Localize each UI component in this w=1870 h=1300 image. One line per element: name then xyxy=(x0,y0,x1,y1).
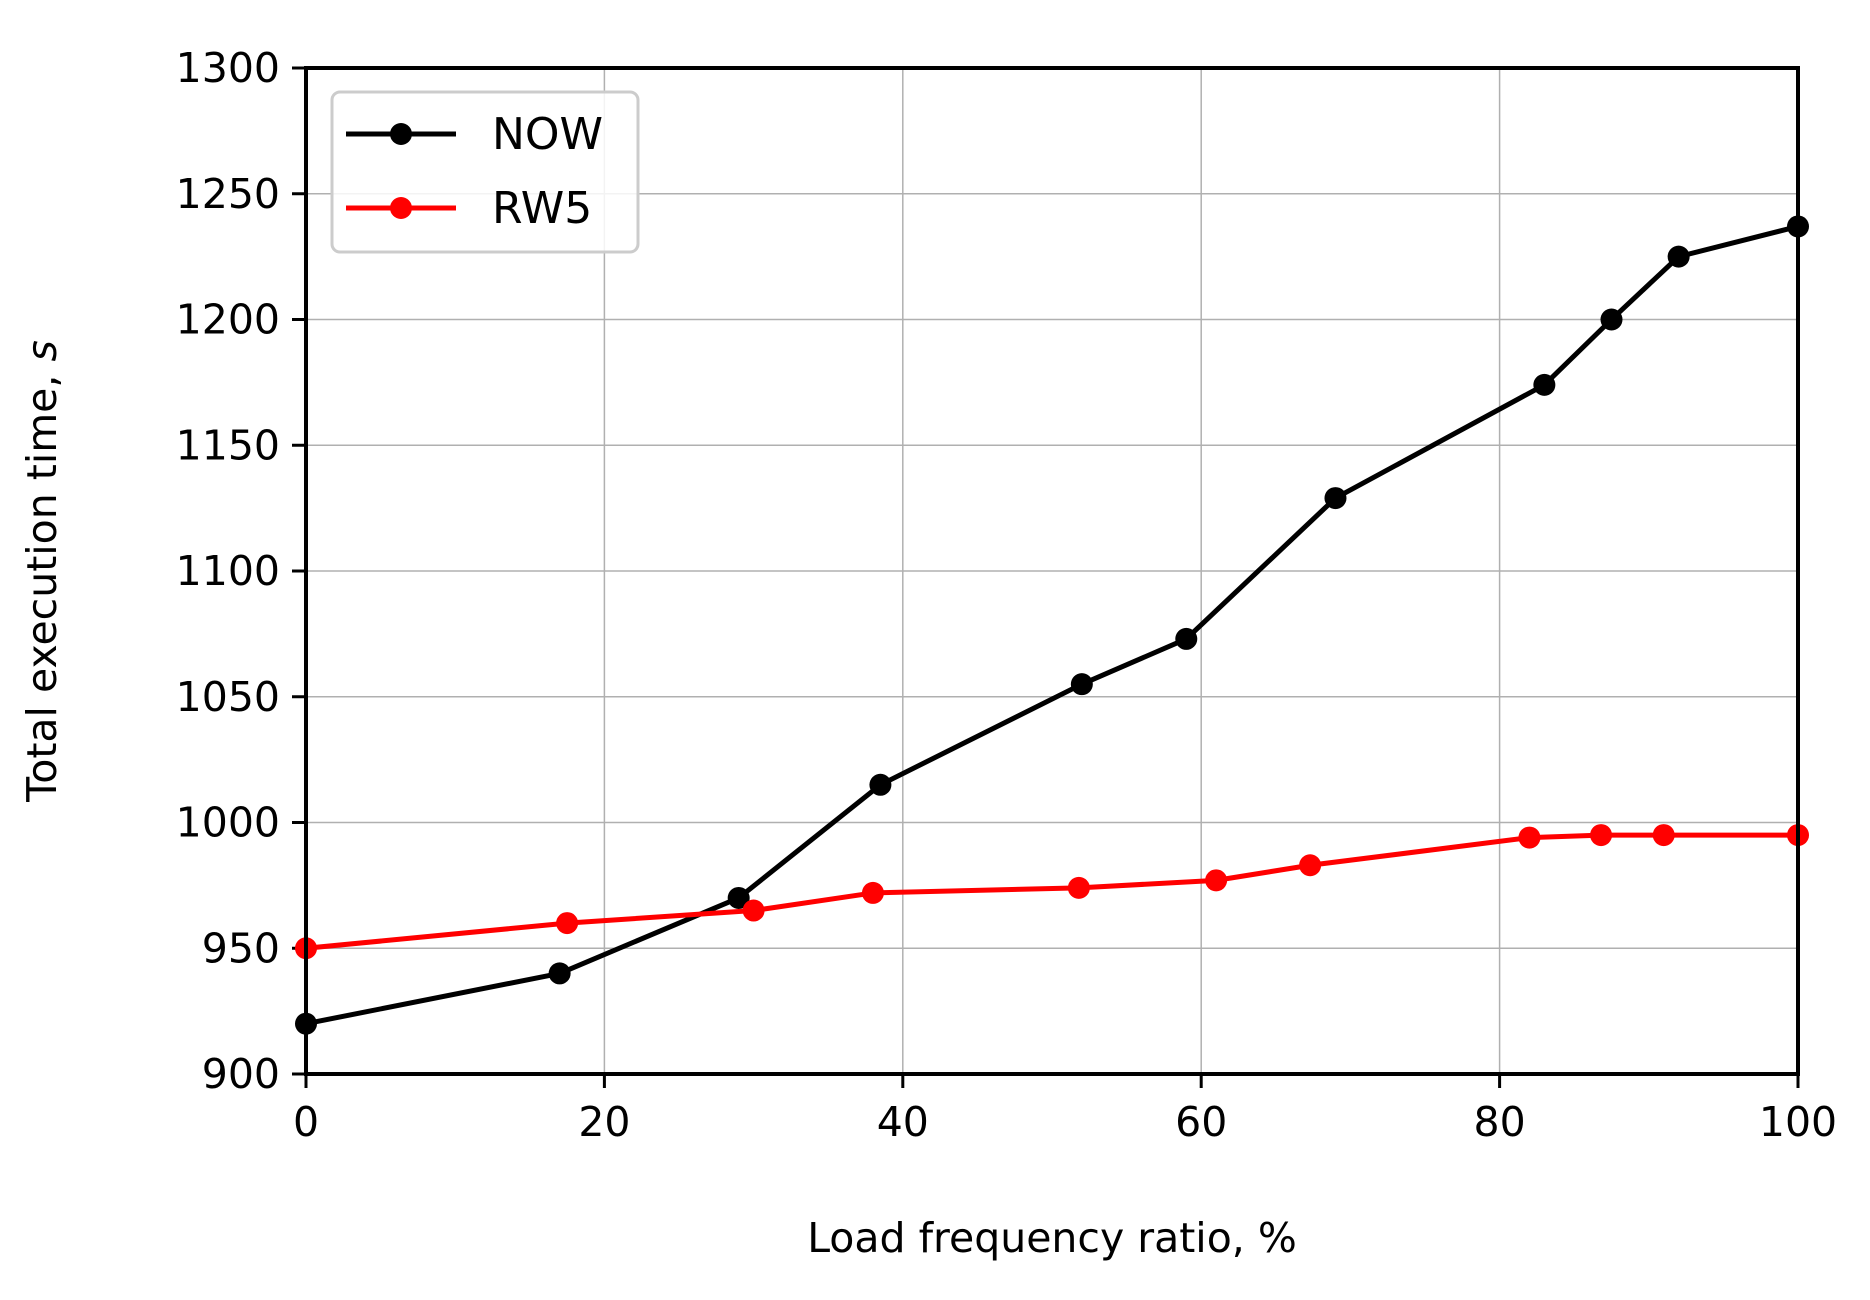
data-point xyxy=(727,886,750,909)
series-rw5 xyxy=(295,824,1809,960)
data-point xyxy=(1299,854,1322,877)
x-tick-label: 0 xyxy=(293,1098,319,1146)
data-point xyxy=(861,881,884,904)
y-axis-label: Total execution time, s xyxy=(18,340,66,803)
data-point xyxy=(742,899,765,922)
legend-entry: RW5 xyxy=(346,183,592,234)
y-tick-label: 950 xyxy=(202,924,280,972)
legend-entry: NOW xyxy=(346,109,603,160)
x-tick-label: 40 xyxy=(877,1098,929,1146)
x-tick-label: 100 xyxy=(1759,1098,1837,1146)
data-point xyxy=(1324,487,1347,510)
x-axis-label: Load frequency ratio, % xyxy=(807,1214,1297,1262)
data-point xyxy=(1600,308,1623,331)
data-point xyxy=(548,962,571,985)
series-line xyxy=(305,224,1799,1027)
y-tick-label: 1300 xyxy=(176,44,280,92)
y-tick-label: 1250 xyxy=(176,170,280,218)
x-tick-label: 20 xyxy=(578,1098,630,1146)
y-tick-label: 1150 xyxy=(176,421,280,469)
legend: NOW RW5 xyxy=(330,90,640,254)
series-now xyxy=(295,215,1809,1035)
data-point xyxy=(1590,824,1613,847)
data-point xyxy=(1067,876,1090,899)
ticks: 0 20 40 60 80 100 900 950 1000 1050 1100 1150 1200 12… xyxy=(176,44,1837,1146)
y-tick-label: 1000 xyxy=(176,799,280,847)
y-axis-label-unit: s xyxy=(18,340,66,361)
data-point xyxy=(556,912,579,935)
data-point xyxy=(869,773,892,796)
series-line xyxy=(305,832,1798,951)
data-point xyxy=(1533,373,1556,396)
data-point xyxy=(1652,824,1675,847)
legend-label: NOW xyxy=(492,109,603,160)
data-point xyxy=(1205,869,1228,892)
x-tick-label: 60 xyxy=(1175,1098,1227,1146)
data-point xyxy=(1175,627,1198,650)
data-point xyxy=(1518,826,1541,849)
data-point xyxy=(1667,245,1690,268)
x-tick-label: 80 xyxy=(1474,1098,1526,1146)
legend-label: RW5 xyxy=(492,183,592,234)
series xyxy=(295,215,1809,1035)
y-tick-label: 1100 xyxy=(176,547,280,595)
legend-marker xyxy=(390,197,412,219)
y-tick-label: 900 xyxy=(202,1050,280,1098)
y-tick-label: 1200 xyxy=(176,296,280,344)
plot-frame xyxy=(304,66,1800,1076)
y-tick-label: 1050 xyxy=(176,673,280,721)
legend-marker xyxy=(390,123,412,145)
data-point xyxy=(1070,673,1093,696)
y-axis-label-text: Total execution time, xyxy=(18,362,66,803)
